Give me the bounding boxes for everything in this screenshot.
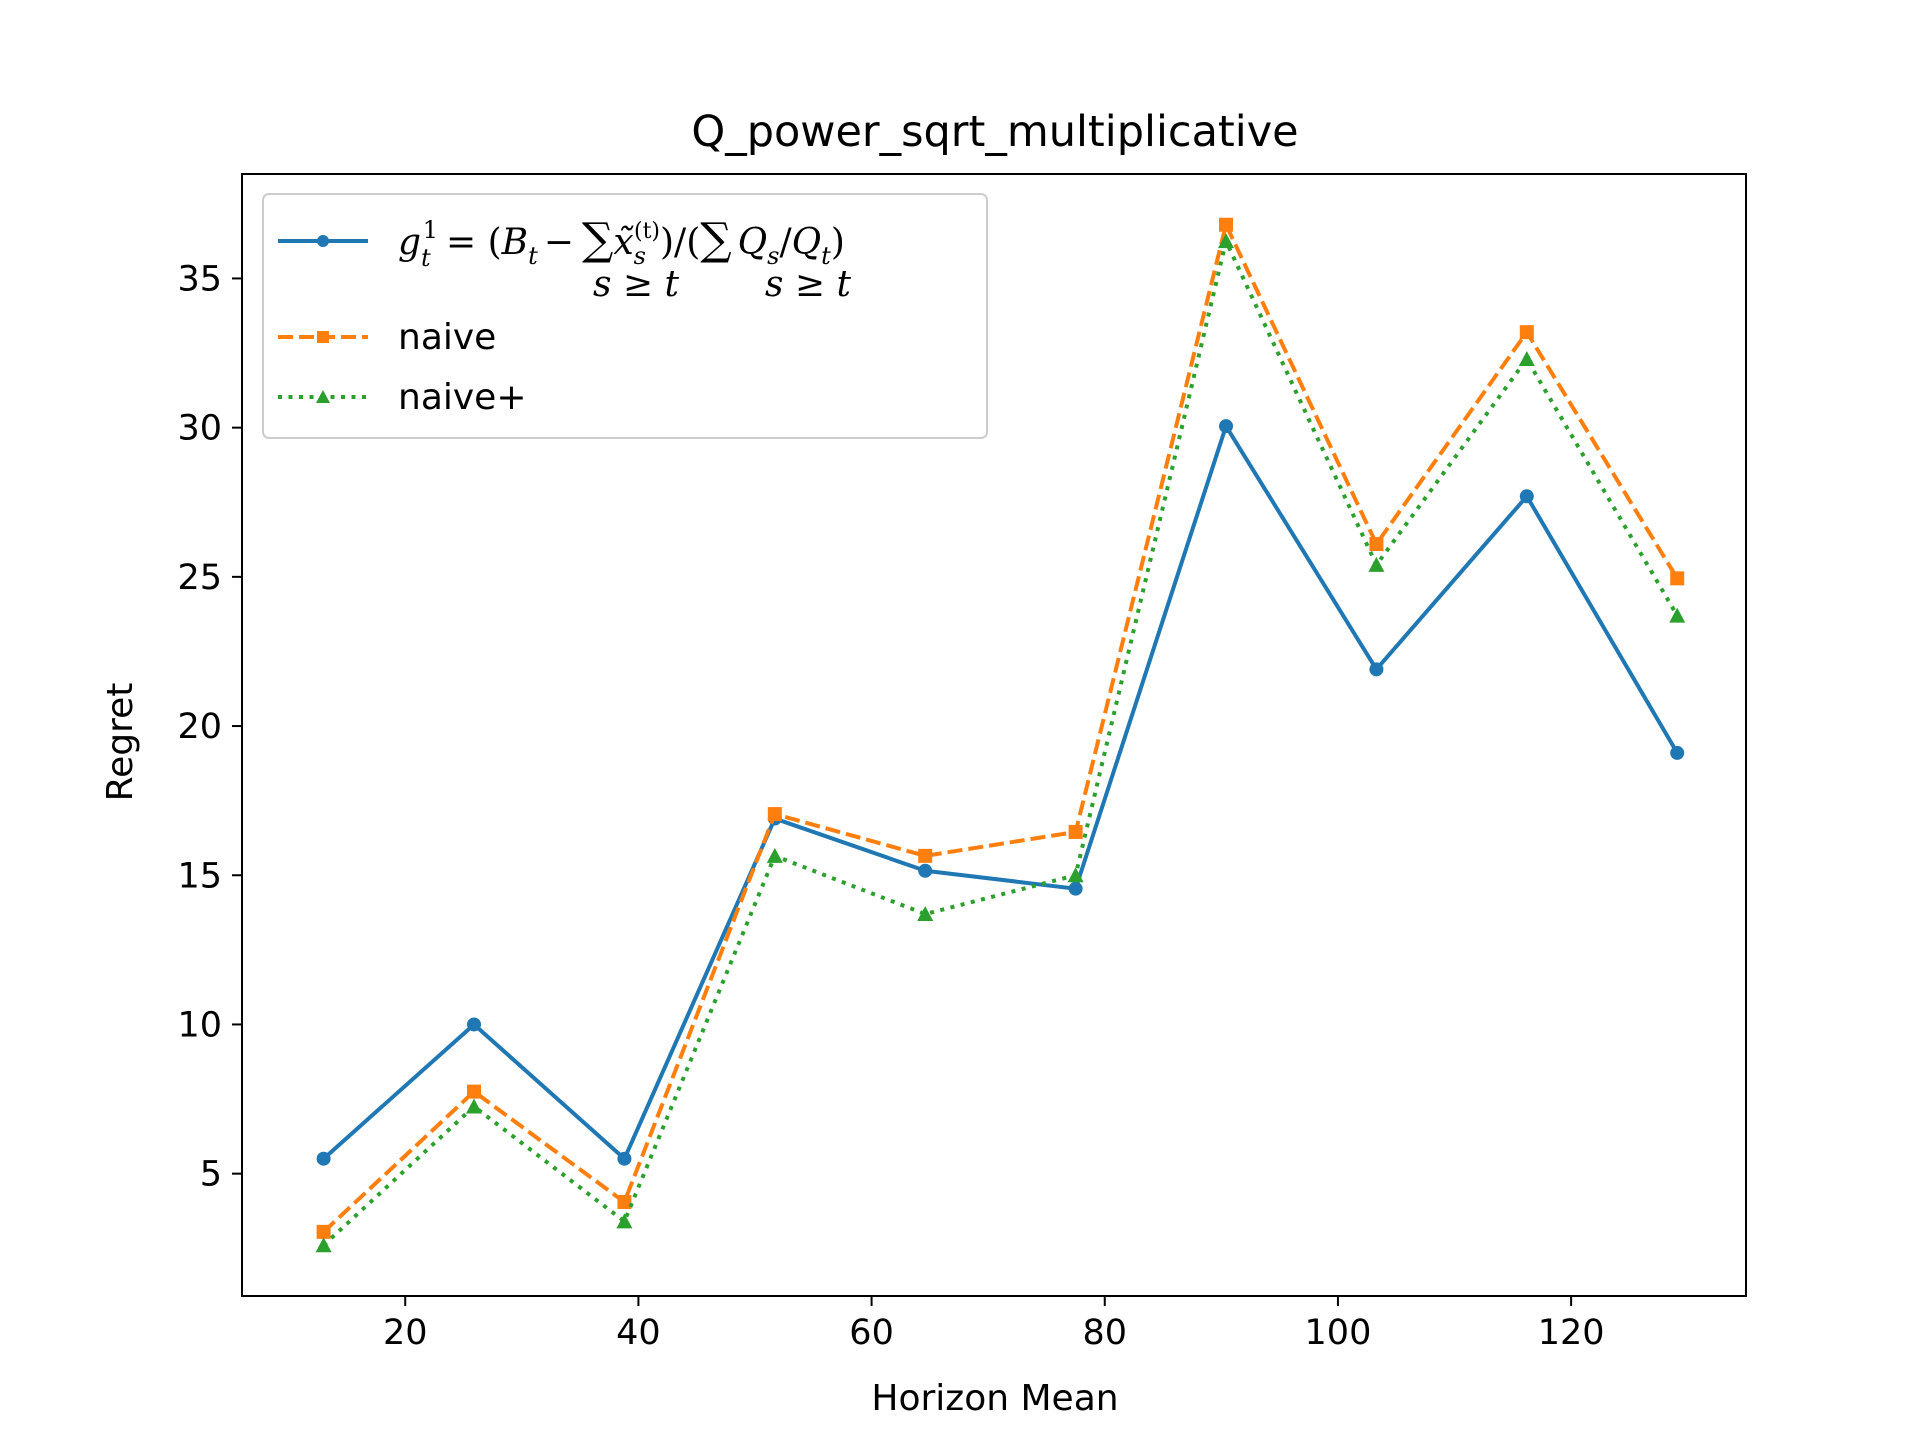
legend-sum-sub-2: s ≥ t <box>765 264 852 305</box>
series-naive-plus <box>315 233 1686 1253</box>
series-naive-plus-point <box>1669 607 1686 623</box>
series-naive-plus-point <box>1368 556 1385 572</box>
y-tick-label: 25 <box>177 558 222 598</box>
series-naive-plus-point <box>315 1237 332 1253</box>
x-tick-label: 60 <box>849 1313 894 1353</box>
series-naive-point <box>767 807 782 822</box>
y-tick-label: 5 <box>200 1155 222 1195</box>
series-naive-plus-point <box>1067 867 1084 883</box>
legend-label-naive: naive <box>398 317 496 358</box>
x-axis-ticks: 20 40 60 80 100 120 <box>383 1296 1605 1353</box>
series-naive-point <box>467 1084 482 1099</box>
legend-label-naive-plus: naive+ <box>398 377 527 418</box>
series-g-point <box>316 1151 331 1166</box>
series-layer <box>315 217 1686 1253</box>
chart-title: Q_power_sqrt_multiplicative <box>691 107 1298 157</box>
legend-marker-g <box>317 235 329 247</box>
series-naive-point <box>1068 824 1083 839</box>
legend-entry-naive-plus: naive+ <box>278 377 527 418</box>
series-g-point <box>1068 881 1083 896</box>
x-tick-label: 20 <box>383 1313 428 1353</box>
series-naive-point <box>1369 537 1384 552</box>
x-tick-label: 120 <box>1538 1313 1605 1353</box>
y-tick-label: 15 <box>177 856 222 896</box>
series-g-point <box>617 1151 632 1166</box>
series-g-point <box>467 1017 482 1032</box>
series-g-point <box>918 863 933 878</box>
series-naive-plus-point <box>917 906 934 922</box>
legend-sum-sub-1: s ≥ t <box>593 264 680 305</box>
legend-box <box>262 193 988 439</box>
series-naive-point <box>1670 571 1685 586</box>
x-axis-title: Horizon Mean <box>871 1378 1118 1419</box>
series-naive-line <box>322 222 1679 1234</box>
y-tick-label: 35 <box>177 259 222 299</box>
x-tick-label: 40 <box>616 1313 661 1353</box>
series-naive-point <box>918 848 933 863</box>
series-g-point <box>1369 662 1384 677</box>
series-g <box>316 419 1685 1166</box>
series-naive-plus-point <box>1518 351 1535 367</box>
series-naive-plus-point <box>616 1213 633 1229</box>
series-naive-plus-point <box>466 1098 483 1114</box>
y-tick-label: 20 <box>177 707 222 747</box>
series-naive-plus-point <box>1218 233 1235 249</box>
series-naive <box>316 217 1685 1239</box>
y-tick-label: 10 <box>177 1005 222 1045</box>
series-naive-point <box>1519 325 1534 340</box>
y-axis-ticks: 5 10 15 20 25 30 35 <box>177 259 242 1195</box>
series-naive-point <box>1219 217 1234 232</box>
series-naive-plus-point <box>766 847 783 863</box>
legend-entry-g: gt1 = (Bt − ∑x̃s(t))/(∑ Qs/Qt) s ≥ t s ≥ t <box>278 214 852 305</box>
legend-marker-naive <box>317 331 329 343</box>
x-tick-label: 80 <box>1082 1313 1127 1353</box>
legend-marker-naive-plus <box>316 390 330 403</box>
x-tick-label: 100 <box>1305 1313 1372 1353</box>
series-g-line <box>322 424 1679 1161</box>
legend-entry-naive: naive <box>278 317 496 358</box>
series-g-point <box>1519 489 1534 504</box>
series-g-point <box>1670 745 1685 760</box>
plot-area-frame <box>241 173 1747 1297</box>
series-naive-point <box>617 1195 632 1210</box>
series-g-point <box>1219 419 1234 434</box>
y-tick-label: 30 <box>177 409 222 449</box>
legend: gt1 = (Bt − ∑x̃s(t))/(∑ Qs/Qt) s ≥ t s ≥ t n… <box>262 193 988 439</box>
series-naive-point <box>316 1224 331 1239</box>
y-axis-title: Regret <box>100 683 141 802</box>
legend-label-g: gt1 = (Bt − ∑x̃s(t))/(∑ Qs/Qt) <box>398 214 845 272</box>
